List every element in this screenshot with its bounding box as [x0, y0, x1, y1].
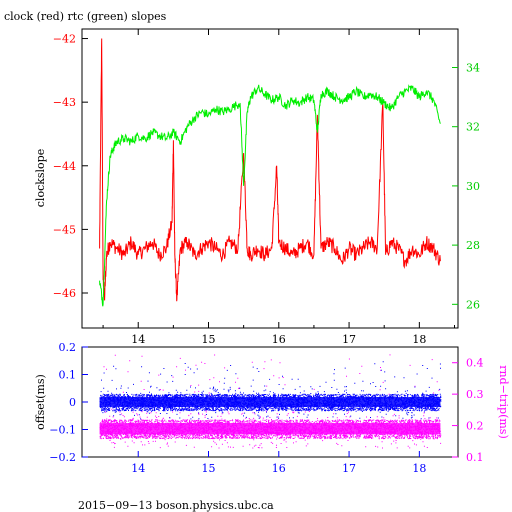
top-x-tick-label: 15 [202, 333, 216, 346]
bottom-y-left-tick-label: −0.1 [49, 424, 76, 437]
top-x-tick-label: 17 [342, 333, 356, 346]
top-y-left-tick-label: −45 [53, 223, 76, 236]
footer-text: 2015−09−13 boson.physics.ubc.ca [78, 499, 274, 512]
top-y-left-tick-label: −42 [53, 33, 76, 46]
top-x-tick-label: 14 [131, 333, 145, 346]
top-y-right-tick-label: 26 [466, 298, 480, 311]
bottom-y-left-tick-label: 0 [69, 396, 76, 409]
bottom-y-left-tick-label: 0.2 [59, 341, 77, 354]
top-y-right-tick-label: 30 [466, 180, 480, 193]
bottom-y-right-tick-label: 0.2 [466, 420, 484, 433]
bottom-y-right-tick-label: 0.3 [466, 388, 484, 401]
top-chart-axes: 14 15 16 17 18 −46 −45 −44 −43 −42 26 28 30 32 34 [53, 29, 480, 346]
top-x-tick-label: 16 [272, 333, 286, 346]
bottom-y-left-tick-label: −0.2 [49, 451, 76, 464]
bottom-x-tick-label: 16 [272, 462, 286, 475]
bottom-x-tick-label: 15 [202, 462, 216, 475]
bottom-y-right-tick-label: 0.1 [466, 451, 484, 464]
top-y-left-tick-label: −43 [53, 96, 76, 109]
top-y-left-tick-label: −44 [53, 160, 76, 173]
bottom-chart-axes: 14 15 16 17 18 −0.2 −0.1 0 0.1 0.2 0.1 0.2 0.3 0.4 [49, 341, 483, 475]
top-chart-title: clock (red) rtc (green) slopes [4, 10, 167, 23]
bottom-x-tick-label: 17 [342, 462, 356, 475]
bottom-x-tick-label: 18 [412, 462, 426, 475]
top-y-right-tick-label: 32 [466, 121, 480, 134]
bottom-y-right-tick-label: 0.4 [466, 357, 484, 370]
top-chart-ylabel: clockslope [34, 149, 47, 207]
offset-dense-band [99, 397, 441, 407]
roundtrip-dense-band [99, 423, 441, 435]
top-y-right-tick-label: 28 [466, 239, 480, 252]
top-chart-frame [81, 28, 459, 329]
top-y-right-tick-label: 34 [466, 61, 480, 74]
top-x-tick-label: 18 [412, 333, 426, 346]
bottom-x-tick-label: 14 [131, 462, 145, 475]
clock-slope-series-line [99, 38, 441, 302]
top-y-left-tick-label: −46 [53, 287, 76, 300]
rtc-slope-series-line [99, 84, 441, 307]
bottom-y-left-tick-label: 0.1 [59, 369, 77, 382]
bottom-chart-ylabel-right: rnd−trip(ms) [497, 365, 510, 439]
bottom-chart-series [99, 354, 442, 449]
top-chart-series [99, 38, 441, 307]
bottom-chart-ylabel-left: offset(ms) [34, 374, 47, 430]
